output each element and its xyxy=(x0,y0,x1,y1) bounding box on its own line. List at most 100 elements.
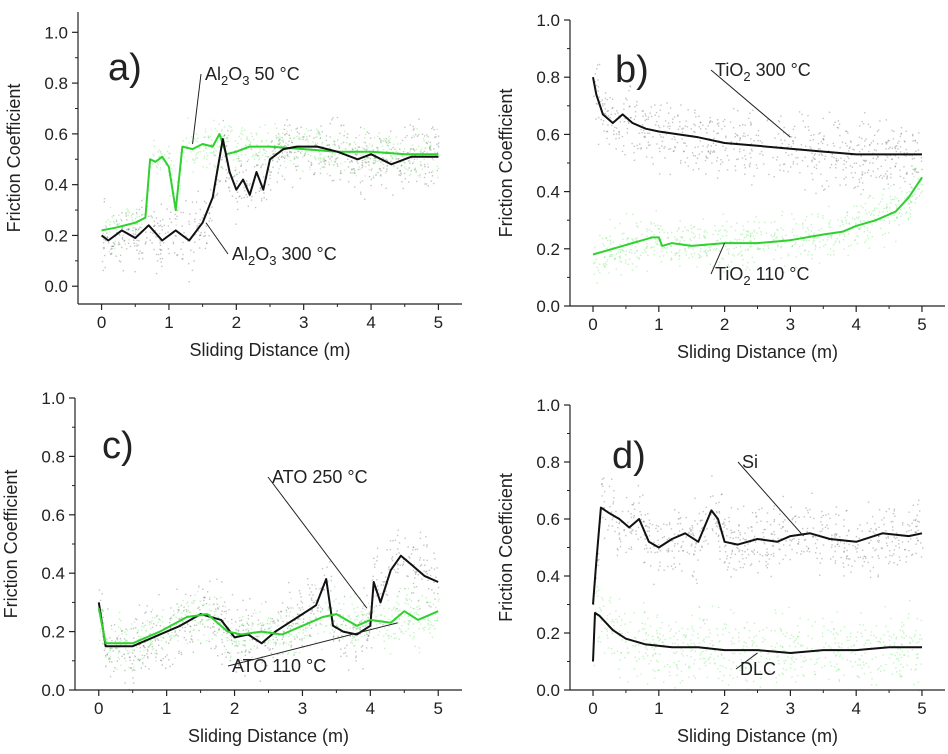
noise-point xyxy=(759,153,761,155)
noise-point xyxy=(862,557,864,560)
noise-point xyxy=(370,647,373,649)
noise-point xyxy=(166,150,169,153)
noise-point xyxy=(388,607,390,610)
noise-point xyxy=(191,269,194,272)
noise-point xyxy=(116,660,119,662)
noise-point xyxy=(266,664,268,667)
noise-point xyxy=(904,180,906,183)
noise-point xyxy=(321,166,323,168)
noise-point xyxy=(400,630,403,633)
noise-point xyxy=(237,652,239,654)
noise-point xyxy=(369,628,372,630)
noise-point xyxy=(880,174,882,177)
noise-point xyxy=(893,214,895,216)
noise-point xyxy=(101,260,104,263)
noise-point xyxy=(429,148,431,150)
noise-point xyxy=(655,210,657,212)
noise-point xyxy=(105,221,108,223)
noise-point xyxy=(112,215,115,217)
noise-point xyxy=(238,135,240,138)
noise-point xyxy=(603,501,605,503)
noise-point xyxy=(282,132,284,134)
noise-point xyxy=(280,617,282,619)
noise-point xyxy=(240,163,243,165)
noise-point xyxy=(353,172,355,174)
noise-point xyxy=(290,646,292,648)
noise-point xyxy=(852,148,854,151)
noise-point xyxy=(424,147,426,150)
noise-point xyxy=(323,574,326,576)
noise-point xyxy=(747,234,749,237)
noise-point xyxy=(737,529,740,532)
noise-point xyxy=(333,143,336,145)
noise-point xyxy=(626,132,628,134)
noise-point xyxy=(874,549,876,552)
noise-point xyxy=(213,147,215,149)
noise-point xyxy=(216,598,218,600)
noise-point xyxy=(385,153,387,155)
noise-point xyxy=(716,119,719,121)
noise-point xyxy=(910,529,912,531)
noise-point xyxy=(744,124,746,126)
noise-point xyxy=(813,517,815,520)
noise-point xyxy=(351,161,353,163)
noise-point xyxy=(118,618,121,620)
noise-point xyxy=(432,603,435,606)
noise-point xyxy=(644,132,646,134)
noise-point xyxy=(767,563,769,565)
noise-point xyxy=(228,187,230,189)
noise-point xyxy=(906,171,908,174)
noise-point xyxy=(101,608,103,611)
noise-point xyxy=(650,221,652,223)
x-tick-label: 5 xyxy=(434,313,443,332)
noise-point xyxy=(185,593,187,596)
noise-point xyxy=(397,158,399,160)
noise-point xyxy=(664,157,666,159)
noise-point xyxy=(196,157,199,159)
noise-point xyxy=(685,516,687,519)
noise-point xyxy=(319,153,321,156)
noise-point xyxy=(623,529,625,532)
noise-point xyxy=(328,144,330,146)
noise-point xyxy=(721,523,724,525)
noise-point xyxy=(240,164,242,167)
noise-point xyxy=(750,138,752,140)
noise-point xyxy=(318,151,320,153)
noise-point xyxy=(321,143,323,145)
noise-point xyxy=(757,134,760,137)
noise-point xyxy=(144,646,146,649)
noise-point xyxy=(872,547,874,549)
noise-point xyxy=(655,111,658,114)
noise-point xyxy=(621,150,624,153)
noise-point xyxy=(387,618,389,620)
noise-point xyxy=(817,148,820,150)
noise-point xyxy=(917,540,919,542)
noise-point xyxy=(124,657,126,660)
noise-point xyxy=(886,544,889,547)
noise-point xyxy=(168,642,170,644)
noise-point xyxy=(897,200,900,203)
noise-point xyxy=(883,207,885,210)
noise-point xyxy=(155,656,157,658)
noise-point xyxy=(212,622,215,625)
noise-point xyxy=(905,211,908,213)
noise-point xyxy=(229,652,231,654)
noise-point xyxy=(757,139,759,142)
noise-point xyxy=(111,216,113,218)
noise-point xyxy=(356,149,358,151)
noise-point xyxy=(269,630,271,632)
noise-point xyxy=(815,552,817,554)
noise-point xyxy=(410,170,412,172)
noise-point xyxy=(189,631,191,633)
noise-point xyxy=(670,565,673,567)
noise-point xyxy=(779,164,781,166)
noise-point xyxy=(413,148,415,151)
noise-point xyxy=(263,149,265,151)
noise-point xyxy=(597,79,599,81)
noise-point xyxy=(116,223,118,225)
noise-point xyxy=(602,123,604,125)
noise-point xyxy=(811,492,813,494)
noise-point xyxy=(267,156,270,158)
noise-point xyxy=(872,197,874,199)
noise-point xyxy=(113,242,115,244)
